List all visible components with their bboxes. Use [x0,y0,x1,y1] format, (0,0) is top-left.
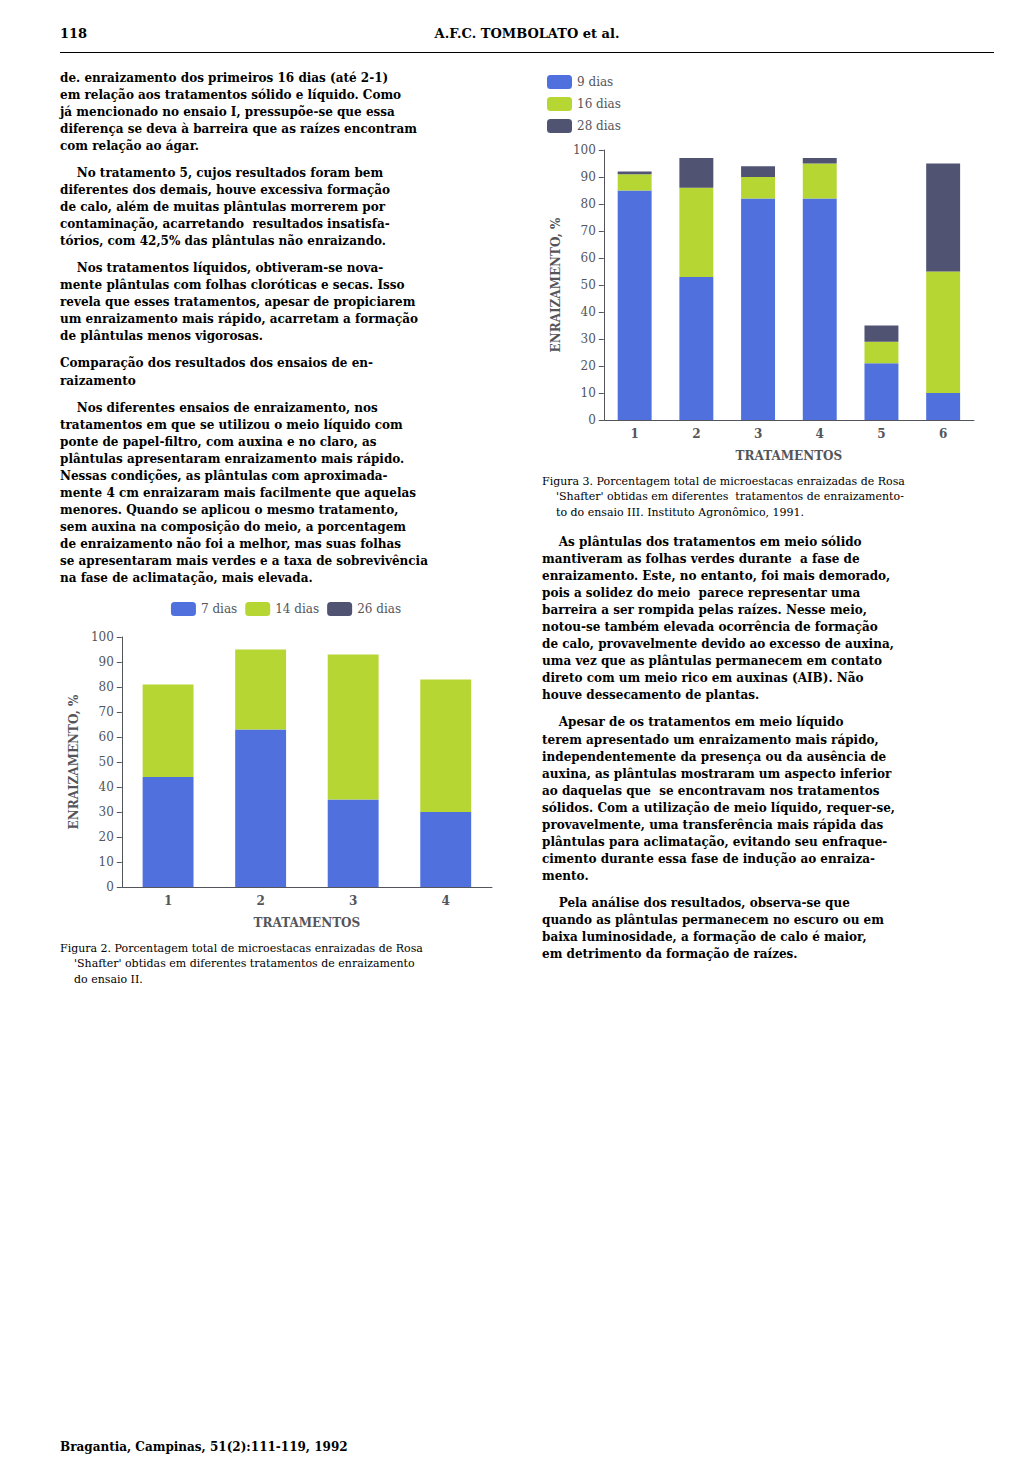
svg-text:10: 10 [581,386,596,400]
html-text:A.F.C. TOMBOLATO et al.: A.F.C. TOMBOLATO et al. [434,26,620,41]
svg-text:2: 2 [256,894,264,908]
svg-text:20: 20 [99,830,114,844]
svg-text:ENRAIZAMENTO, %: ENRAIZAMENTO, % [549,217,563,353]
svg-text:1: 1 [164,894,172,908]
svg-text:6: 6 [939,427,947,441]
html-text:Nos tratamentos líquidos, obti: Nos tratamentos líquidos, obtiveram-se n… [60,261,419,344]
svg-text:9 dias: 9 dias [577,75,613,89]
html-text:Nos diferentes ensaios de enra: Nos diferentes ensaios de enraizamento, … [60,400,428,585]
svg-text:70: 70 [99,705,114,719]
svg-text:TRATAMENTOS: TRATAMENTOS [736,449,843,463]
svg-text:0: 0 [588,413,596,427]
svg-text:90: 90 [581,170,596,184]
svg-text:60: 60 [581,251,596,265]
html-text:As plântulas dos tratamentos e: As plântulas dos tratamentos em meio sól… [542,535,894,703]
html-text:Apesar de os tratamentos em me: Apesar de os tratamentos em meio líquido… [542,715,895,883]
svg-text:7 dias: 7 dias [201,602,237,616]
html-text:Figura 3. Porcentagem total de: Figura 3. Porcentagem total de microesta… [542,475,905,519]
svg-text:100: 100 [91,630,114,644]
svg-text:40: 40 [581,305,596,319]
svg-text:ENRAIZAMENTO, %: ENRAIZAMENTO, % [67,694,81,830]
svg-text:50: 50 [581,278,596,292]
html-text:Comparação dos resultados dos: Comparação dos resultados dos ensaios de… [60,356,373,388]
svg-text:80: 80 [581,197,596,211]
html-text:de. enraizamento dos primeiros: de. enraizamento dos primeiros 16 dias (… [60,71,417,154]
svg-text:30: 30 [581,332,596,346]
svg-text:30: 30 [99,805,114,819]
svg-text:1: 1 [630,427,638,441]
svg-text:4: 4 [816,427,824,441]
svg-text:40: 40 [99,780,114,794]
svg-text:2: 2 [692,427,700,441]
svg-text:28 dias: 28 dias [577,119,621,133]
html-text:No tratamento 5, cujos resulta: No tratamento 5, cujos resultados foram … [60,166,390,249]
html-text:Bragantia, Campinas, 51(2):111: Bragantia, Campinas, 51(2):111-119, 1992 [60,1440,348,1454]
svg-text:3: 3 [349,894,357,908]
svg-text:60: 60 [99,730,114,744]
svg-text:5: 5 [877,427,885,441]
svg-text:4: 4 [442,894,450,908]
svg-text:3: 3 [754,427,762,441]
svg-text:80: 80 [99,680,114,694]
html-text:Figura 2. Porcentagem total de: Figura 2. Porcentagem total de microesta… [60,941,423,986]
svg-text:20: 20 [581,359,596,373]
svg-text:14 dias: 14 dias [275,602,319,616]
svg-text:TRATAMENTOS: TRATAMENTOS [254,916,361,930]
svg-text:70: 70 [581,224,596,238]
svg-text:16 dias: 16 dias [577,97,621,111]
html-text:118: 118 [60,26,88,41]
svg-text:50: 50 [99,755,114,769]
svg-text:0: 0 [106,880,114,894]
html-text:Pela análise dos resultados, o: Pela análise dos resultados, observa-se … [542,895,884,961]
svg-text:26 dias: 26 dias [357,602,401,616]
svg-text:100: 100 [573,143,596,157]
svg-text:10: 10 [99,855,114,869]
svg-text:90: 90 [99,655,114,669]
